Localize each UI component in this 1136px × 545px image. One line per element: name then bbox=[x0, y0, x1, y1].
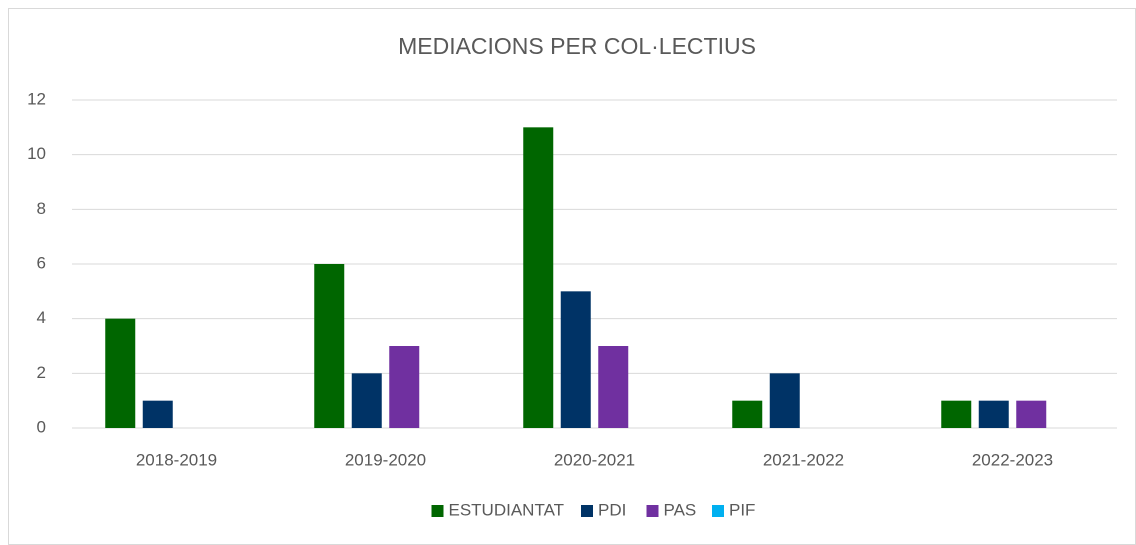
x-tick-label: 2020-2021 bbox=[554, 450, 635, 469]
legend-label: PAS bbox=[664, 500, 697, 519]
y-tick-label: 12 bbox=[27, 89, 46, 108]
legend-label: ESTUDIANTAT bbox=[449, 500, 565, 519]
legend-label: PDI bbox=[598, 500, 626, 519]
y-tick-label: 10 bbox=[27, 144, 46, 163]
bar bbox=[978, 400, 1009, 428]
y-tick-label: 8 bbox=[37, 199, 46, 218]
legend-swatch bbox=[581, 505, 593, 517]
bar bbox=[1016, 400, 1047, 428]
bar bbox=[351, 373, 382, 428]
bar bbox=[769, 373, 800, 428]
chart-title: MEDIACIONS PER COL·LECTIUS bbox=[398, 33, 756, 59]
bar bbox=[142, 400, 173, 428]
bar bbox=[523, 127, 554, 428]
y-tick-label: 6 bbox=[37, 253, 46, 272]
legend-label: PIF bbox=[729, 500, 755, 519]
legend-swatch bbox=[431, 505, 444, 517]
bar bbox=[105, 318, 136, 428]
bar bbox=[941, 400, 972, 428]
x-tick-label: 2021-2022 bbox=[763, 450, 844, 469]
legend-swatch bbox=[646, 505, 659, 517]
x-tick-label: 2022-2023 bbox=[972, 450, 1053, 469]
legend-swatch bbox=[712, 505, 724, 517]
bar bbox=[389, 346, 420, 428]
y-tick-label: 4 bbox=[37, 308, 46, 327]
bar bbox=[598, 346, 629, 428]
bar bbox=[560, 291, 591, 428]
x-tick-label: 2019-2020 bbox=[345, 450, 426, 469]
bar bbox=[314, 264, 345, 428]
y-tick-label: 2 bbox=[37, 363, 46, 382]
y-tick-label: 0 bbox=[37, 417, 46, 436]
bar bbox=[732, 400, 763, 428]
chart-border bbox=[8, 8, 1136, 545]
x-tick-label: 2018-2019 bbox=[136, 450, 217, 469]
